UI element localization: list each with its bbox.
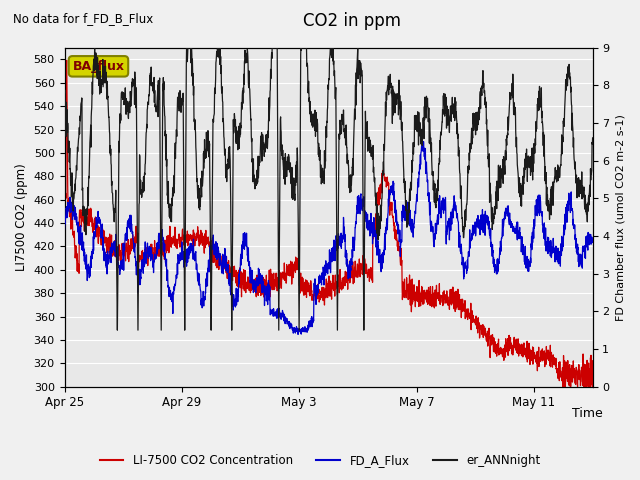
Y-axis label: FD Chamber flux (umol CO2 m-2 s-1): FD Chamber flux (umol CO2 m-2 s-1) bbox=[615, 114, 625, 321]
Legend: LI-7500 CO2 Concentration, FD_A_Flux, er_ANNnight: LI-7500 CO2 Concentration, FD_A_Flux, er… bbox=[95, 449, 545, 472]
Y-axis label: LI7500 CO2 (ppm): LI7500 CO2 (ppm) bbox=[15, 163, 28, 271]
Text: No data for f_FD_B_Flux: No data for f_FD_B_Flux bbox=[13, 12, 153, 25]
X-axis label: Time: Time bbox=[572, 407, 603, 420]
Text: CO2 in ppm: CO2 in ppm bbox=[303, 12, 401, 30]
Text: BA_flux: BA_flux bbox=[72, 60, 124, 73]
